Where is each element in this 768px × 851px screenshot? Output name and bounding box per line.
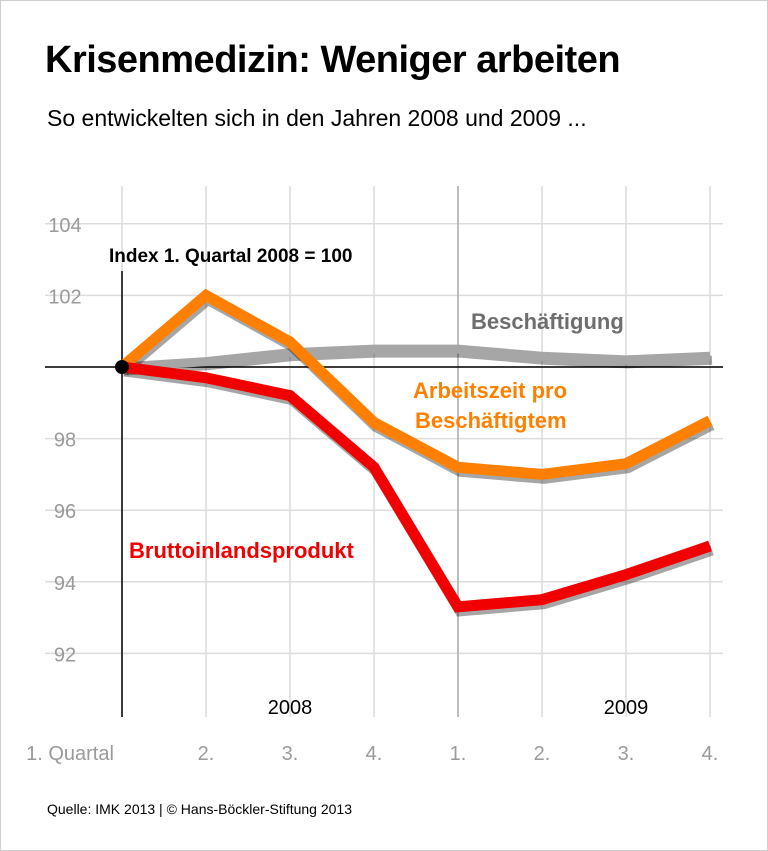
- series-label-beschaeftigung: Beschäftigung: [471, 309, 624, 334]
- x-tick-label: 1. Quartal: [26, 743, 114, 765]
- year-label: 2009: [604, 697, 649, 719]
- y-tick-label: 104: [48, 215, 81, 237]
- chart-subtitle: So entwickelten sich in den Jahren 2008 …: [47, 105, 587, 131]
- x-tick-label: 3.: [282, 743, 299, 765]
- x-tick-label: 2.: [534, 743, 551, 765]
- chart-title: Krisenmedizin: Weniger arbeiten: [45, 39, 621, 81]
- origin-point: [115, 360, 129, 374]
- y-tick-label: 94: [54, 573, 76, 595]
- y-tick-label: 96: [54, 501, 76, 523]
- y-tick-label: 92: [54, 644, 76, 666]
- y-tick-label: 98: [54, 430, 76, 452]
- y-tick-label: 102: [48, 286, 81, 308]
- year-label: 2008: [268, 697, 313, 719]
- x-tick-label: 4.: [702, 743, 719, 765]
- series-line-1: [118, 288, 713, 480]
- x-tick-label: 2.: [198, 743, 215, 765]
- source-note: Quelle: IMK 2013 | © Hans-Böckler-Stiftu…: [47, 801, 352, 817]
- series-label-arbeitszeit-line2: Beschäftigtem: [415, 408, 567, 433]
- series-label-arbeitszeit-line1: Arbeitszeit pro: [413, 378, 567, 403]
- x-tick-label: 3.: [618, 743, 635, 765]
- series-label-bip: Bruttoinlandsprodukt: [129, 538, 355, 563]
- index-annotation: Index 1. Quartal 2008 = 100: [109, 246, 352, 267]
- series-line-0: [121, 344, 711, 372]
- x-tick-label: 1.: [450, 743, 467, 765]
- series-line-2: [121, 361, 712, 613]
- x-tick-label: 4.: [366, 743, 383, 765]
